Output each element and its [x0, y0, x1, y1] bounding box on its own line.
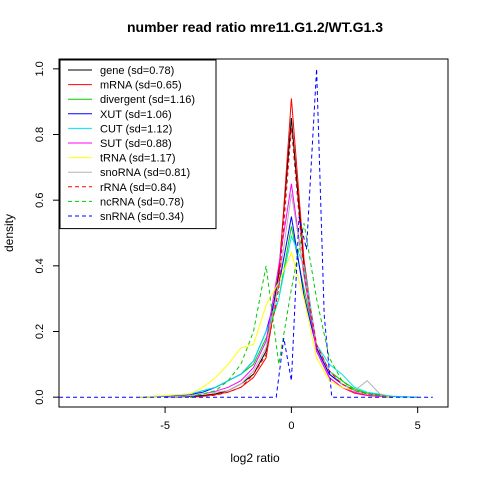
y-axis-label: density: [2, 214, 16, 252]
series-layer: [59, 68, 433, 398]
y-tick-label: 0.6: [34, 193, 46, 208]
legend-label: SUT (sd=0.88): [100, 138, 172, 150]
legend-label: gene (sd=0.78): [100, 65, 174, 77]
legend: gene (sd=0.78) mRNA (sd=0.65) divergent (s…: [59, 59, 217, 230]
y-tick-label: 0.2: [34, 324, 46, 339]
series-line: [139, 251, 393, 398]
series-line: [59, 68, 433, 398]
legend-label: tRNA (sd=1.17): [100, 153, 176, 165]
y-tick-label: 0.4: [34, 258, 46, 273]
y-axis: 0.0 0.2 0.4 0.6 0.8 1.0: [34, 61, 59, 405]
legend-label: ncRNA (sd=0.78): [100, 196, 184, 208]
series-line: [139, 234, 418, 398]
series-line: [190, 127, 393, 398]
y-tick-label: 0.0: [34, 390, 46, 405]
series-line: [139, 216, 418, 398]
series-line: [190, 223, 393, 398]
y-tick-label: 1.0: [34, 61, 46, 76]
x-axis-label: log2 ratio: [230, 451, 280, 465]
x-tick-label: 5: [415, 420, 421, 432]
x-axis: -5 0 5: [160, 407, 421, 432]
legend-label: XUT (sd=1.06): [100, 109, 172, 121]
legend-label: mRNA (sd=0.65): [100, 80, 182, 92]
legend-box: [59, 59, 217, 230]
x-tick-label: 0: [288, 420, 294, 432]
y-tick-label: 0.8: [34, 127, 46, 142]
series-line: [139, 226, 418, 398]
series-line: [190, 98, 393, 398]
x-tick-label: -5: [160, 420, 170, 432]
legend-label: snRNA (sd=0.34): [100, 211, 184, 223]
legend-label: CUT (sd=1.12): [100, 123, 172, 135]
plot-frame: [58, 58, 449, 408]
chart-title: number read ratio mre11.G1.2/WT.G1.3: [127, 19, 383, 35]
legend-label: snoRNA (sd=0.81): [100, 167, 190, 179]
legend-label: rRNA (sd=0.84): [100, 182, 176, 194]
series-line: [165, 193, 393, 398]
legend-label: divergent (sd=1.16): [100, 94, 195, 106]
